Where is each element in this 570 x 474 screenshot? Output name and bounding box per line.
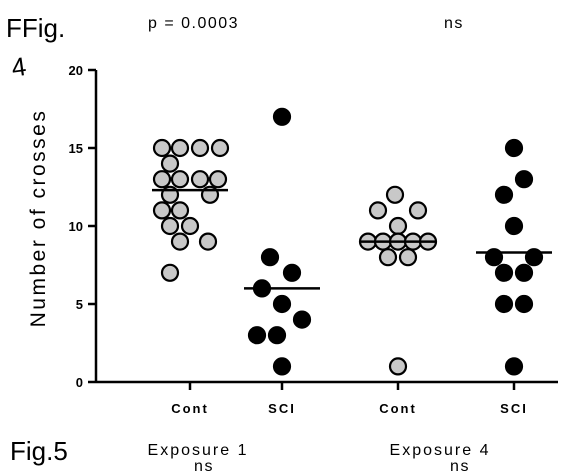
- group-label-exposure-4: Exposure 4: [390, 442, 491, 459]
- data-point: [267, 326, 287, 345]
- group-label-exposure-1: Exposure 1: [148, 442, 249, 459]
- data-point: [388, 216, 408, 236]
- data-point: [180, 216, 200, 236]
- data-point: [160, 154, 180, 173]
- data-points: [152, 107, 552, 376]
- ns-annotation-bottom-left: ns: [194, 458, 214, 474]
- data-point: [292, 310, 312, 329]
- x-tick-label: SCI: [500, 401, 528, 416]
- data-point: [388, 357, 408, 376]
- data-point: [408, 201, 428, 220]
- data-point: [208, 170, 228, 189]
- data-point: [260, 248, 280, 267]
- data-point: [504, 138, 524, 158]
- y-tick-label: 15: [69, 141, 83, 156]
- data-point: [170, 232, 190, 251]
- y-tick-label: 20: [69, 63, 83, 78]
- data-point: [504, 357, 524, 376]
- data-point: [398, 248, 418, 267]
- data-point: [170, 201, 190, 220]
- y-axis-label: Number of crosses: [27, 109, 50, 328]
- data-point: [160, 263, 180, 282]
- y-tick-label: 10: [69, 219, 83, 234]
- y-tick-label: 0: [76, 375, 83, 390]
- ns-annotation-bottom-right: ns: [450, 458, 470, 474]
- data-point: [272, 107, 292, 126]
- data-point: [190, 138, 210, 158]
- data-point: [152, 138, 172, 158]
- data-point: [160, 216, 180, 236]
- data-point: [282, 263, 302, 282]
- data-point: [152, 170, 172, 189]
- data-point: [378, 248, 398, 267]
- data-point: [368, 201, 388, 220]
- figure-label-bottom: Fig.5: [10, 436, 68, 466]
- x-axis: Cont SCI Cont SCI: [96, 380, 558, 416]
- y-tick-label: 5: [76, 297, 83, 312]
- p-value-annotation: p = 0.0003: [148, 15, 239, 32]
- data-point: [385, 185, 405, 204]
- data-point: [198, 232, 218, 251]
- data-point: [514, 263, 534, 282]
- data-point: [494, 263, 514, 282]
- x-tick-label: Cont: [379, 401, 417, 416]
- data-point: [247, 326, 267, 345]
- figure-label-fragment: 4: [10, 51, 29, 83]
- x-tick-label: Cont: [171, 401, 209, 416]
- data-point: [170, 170, 190, 189]
- ns-annotation-top: ns: [444, 15, 464, 32]
- data-point: [494, 294, 514, 314]
- x-tick-label: SCI: [268, 401, 296, 416]
- data-point: [272, 357, 292, 376]
- data-point: [494, 185, 514, 204]
- data-point: [514, 294, 534, 314]
- data-point: [272, 294, 292, 314]
- data-point: [210, 138, 230, 158]
- data-point: [152, 201, 172, 220]
- figure-label-top: FFig.: [6, 13, 65, 43]
- data-point: [514, 170, 534, 189]
- data-point: [190, 170, 210, 189]
- y-axis: 0 5 10 15 20: [69, 63, 98, 390]
- data-point: [170, 138, 190, 158]
- data-point: [504, 216, 524, 236]
